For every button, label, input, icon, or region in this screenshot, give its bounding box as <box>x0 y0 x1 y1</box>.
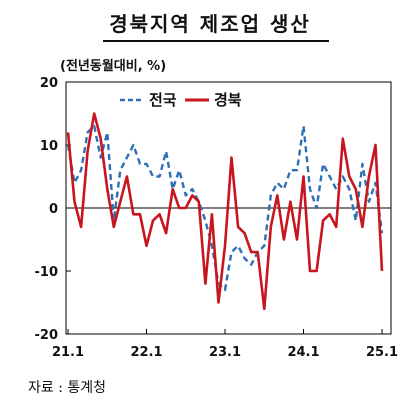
unit-label: (전년동월대비, %) <box>60 59 167 74</box>
x-tick-label: 24.1 <box>287 345 319 360</box>
chart-title: 경북지역 제조업 생산 <box>109 12 311 36</box>
x-tick-label: 22.1 <box>130 345 162 360</box>
y-tick-label: 0 <box>49 202 58 217</box>
y-tick-label: 20 <box>40 76 58 91</box>
y-tick-label: -10 <box>35 265 59 280</box>
legend-label: 전국 <box>149 91 177 109</box>
series-line-national <box>66 124 384 292</box>
y-tick-label: 10 <box>40 139 58 154</box>
x-tick-label: 25.1 <box>366 345 398 360</box>
title-underline <box>103 40 329 42</box>
x-tick-label: 21.1 <box>52 345 84 360</box>
legend-label: 경북 <box>214 91 242 109</box>
source-note: 자료 : 통계청 <box>28 380 107 396</box>
y-tick-label: -20 <box>35 328 59 343</box>
series-line-gyeongbuk <box>66 112 384 311</box>
x-tick-label: 23.1 <box>209 345 241 360</box>
